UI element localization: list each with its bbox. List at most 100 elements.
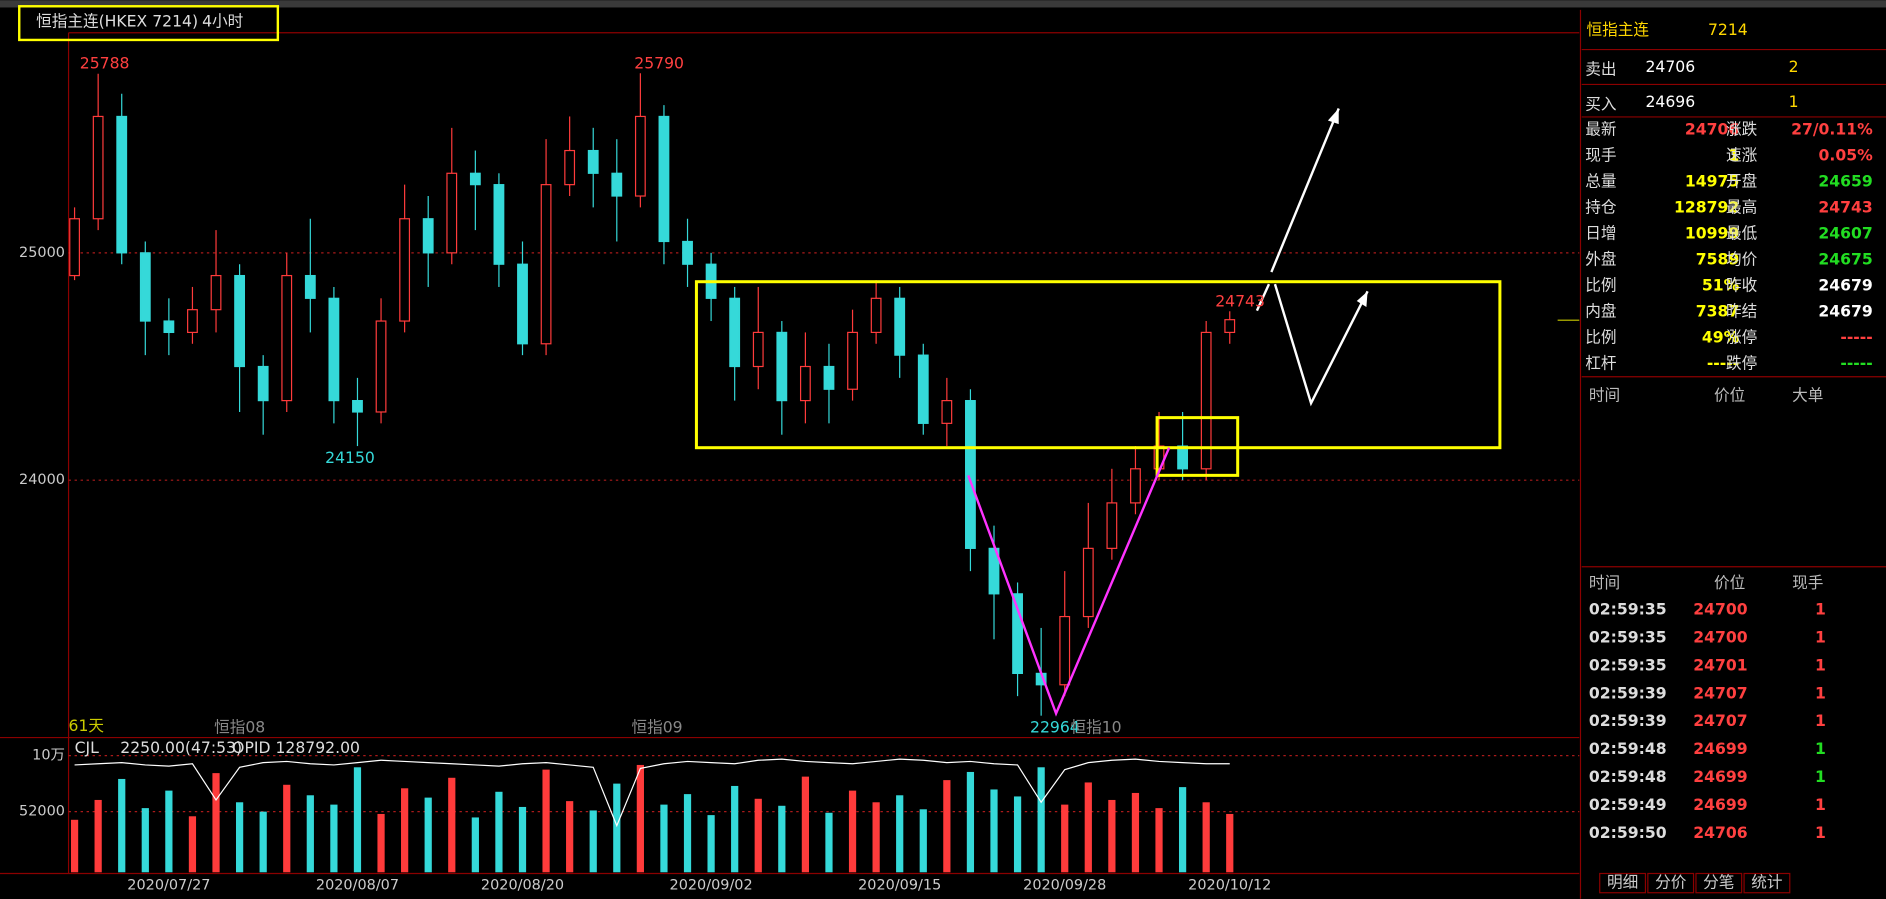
candle-body [69,218,80,277]
volume-bar [1061,804,1069,873]
candle-body [847,331,858,390]
volume-bar [613,783,621,873]
days: 61天 [69,716,105,735]
tab-label[interactable]: 统计 [1751,873,1782,892]
trade-price: 24700 [1693,627,1747,646]
tab[interactable] [1743,872,1791,894]
chart: 24000 25000 10万 52000 2020/07/27 2020/08/07 20… [19,73,1580,894]
quote-price: 24706 [1645,57,1695,76]
candle-body [611,172,623,197]
volume-bar [495,791,503,873]
x-tick-label: 2020/08/07 [316,878,399,894]
trade-price: 24707 [1693,711,1747,730]
stat-label: 现手 [1585,146,1616,165]
stat-label: 速涨 [1726,146,1758,165]
trade-price: 24699 [1693,767,1747,786]
stat-value: 1 [1728,146,1739,165]
quote-label: 卖出 [1585,60,1616,79]
volume-bar [353,767,362,873]
volume-bar [1202,802,1210,873]
candle-body [493,184,505,265]
trade-qty: 1 [1815,739,1826,758]
candle-body [517,263,528,345]
candle-body [564,149,576,186]
column-header: 大单 [1792,385,1823,404]
candle-body [304,274,316,299]
candle-body [139,252,151,322]
stat-value: 49% [1702,327,1740,346]
candle-body [965,400,976,549]
candle-body [1130,468,1141,504]
stat-label: 比例 [1585,327,1616,346]
trade-time: 02:59:49 [1589,795,1667,814]
tab[interactable] [1647,872,1695,894]
trade-price: 24700 [1693,600,1747,619]
candle-body [1106,502,1118,549]
range-box [1155,416,1240,477]
trade-time: 02:59:48 [1589,767,1667,786]
period[interactable]: 4小时 [202,11,244,30]
tab-label[interactable]: 明细 [1607,873,1638,892]
stat-label: 总量 [1585,172,1616,191]
quote-price: 24696 [1645,92,1695,111]
volume-bar [1108,799,1116,873]
stat-value: 24675 [1818,250,1872,269]
volume-bar [471,817,479,873]
y-tick-label: 25000 [19,245,65,261]
stat-value: 24706 [1685,120,1739,139]
volume-bar [1037,767,1045,873]
trade-qty: 1 [1815,795,1826,814]
tab[interactable] [1599,872,1647,894]
stat-label: 持仓 [1585,198,1617,217]
candle-body [1082,547,1094,618]
volume-bar [1178,787,1187,873]
volume-bar [212,773,220,873]
trade-time: 02:59:35 [1589,600,1667,619]
stat-value: 7589 [1696,250,1740,269]
trade-qty: 1 [1815,823,1826,842]
trade-time: 02:59:39 [1589,683,1667,702]
stat-value: 128792 [1674,198,1739,217]
stat-value: 10999 [1685,224,1739,243]
stat-label: 外盘 [1585,250,1616,269]
candle-body [281,274,293,402]
candle-body [658,115,670,243]
candle-body [941,400,953,424]
volume-bar [283,784,291,873]
symbol[interactable]: 恒指主连(HKEX 7214) [36,11,198,30]
volume-bar [660,804,668,873]
volume-bar [401,788,409,873]
trade-time: 02:59:48 [1589,739,1667,758]
tab-label[interactable]: 分价 [1655,873,1687,892]
volume-bar [566,801,574,873]
tab[interactable] [1695,872,1743,894]
volume-bar [448,777,456,873]
volume-bar [919,809,927,873]
column-header: 时间 [1589,573,1620,592]
candle-body [823,365,835,390]
arrow-head [1327,108,1339,125]
symbol-box[interactable] [18,5,280,42]
range-box [694,280,1502,450]
contract-mark: 恒指10 [1070,717,1121,736]
tab-label[interactable]: 分笔 [1703,873,1734,892]
volume-tick-label: 52000 [19,804,65,820]
stat-label: 内盘 [1585,302,1616,321]
column-header: 时间 [1589,385,1620,404]
candle-body [328,297,340,402]
contract-mark: 恒指08 [214,717,265,736]
indicator[interactable]: CJL [75,738,100,757]
stat-label: 均价 [1726,250,1758,269]
stat-value: 7387 [1696,302,1740,321]
candle-body [116,115,128,254]
stat-value: 24679 [1818,302,1872,321]
volume-bar [683,794,692,873]
quote-name: 恒指主连 [1587,20,1650,39]
arrow [1255,283,1271,312]
high-label: 25788 [80,54,130,73]
stat-value: 0.05% [1819,146,1874,165]
candle-body [587,149,599,174]
volume-bar [70,819,79,873]
